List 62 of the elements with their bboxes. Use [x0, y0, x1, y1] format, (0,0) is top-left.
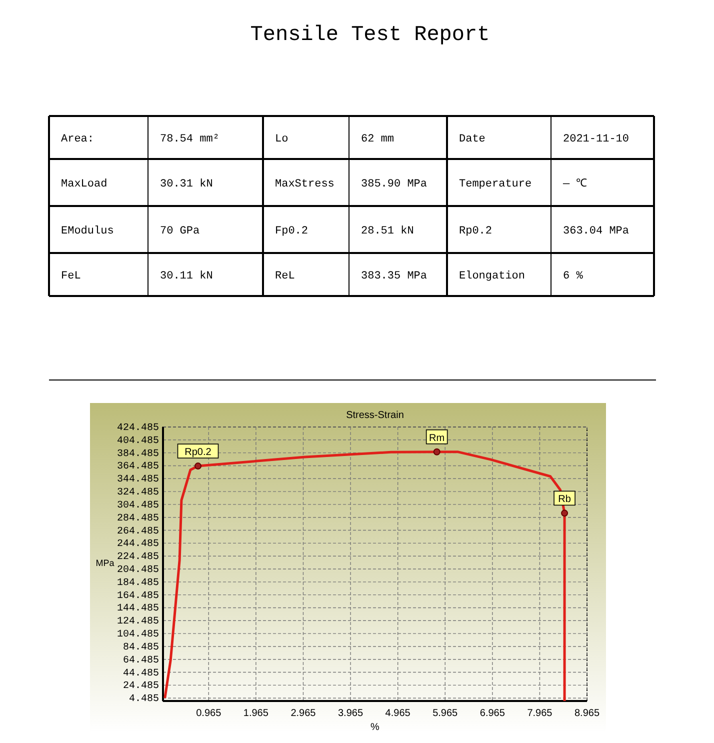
x-tick-label: 6.965 [480, 708, 506, 719]
y-tick-label: 264.485 [116, 526, 159, 538]
x-tick-label: 5.965 [432, 708, 458, 719]
text: Date [459, 134, 486, 146]
x-tick-label: 1.965 [243, 708, 269, 719]
y-tick-label: 44.485 [122, 668, 159, 680]
y-tick-label: 104.485 [116, 630, 159, 641]
y-tick-label: 384.485 [116, 448, 159, 460]
annotation: Rb [558, 494, 572, 506]
y-tick-label: 424.485 [116, 423, 159, 434]
text: EModulus [61, 226, 114, 238]
y-tick-label: 184.485 [116, 578, 159, 589]
text: Area: [61, 134, 94, 146]
x-tick-label: 4.965 [385, 708, 411, 719]
y-tick-label: 244.485 [116, 539, 159, 550]
y-axis-title: MPa [96, 558, 114, 568]
x-axis-title: % [370, 722, 380, 733]
text: 28.51 kN [361, 226, 414, 238]
y-tick-label: 124.485 [116, 616, 159, 628]
annotation: Rp0.2 [184, 447, 212, 458]
y-tick-label: 404.485 [116, 436, 159, 447]
y-tick-label: 364.485 [116, 462, 159, 473]
text: Temperature [459, 178, 532, 190]
y-tick-label: 64.485 [122, 655, 159, 666]
text: Tensile Test Report [250, 24, 490, 47]
y-tick-label: 304.485 [116, 500, 159, 512]
y-tick-label: 4.485 [128, 694, 159, 706]
text: 62 mm [361, 134, 394, 146]
text: ReL [275, 270, 295, 282]
x-tick-label: 0.965 [196, 708, 222, 719]
text: 30.11 kN [160, 270, 213, 282]
y-tick-label: 24.485 [122, 681, 159, 692]
x-tick-label: 3.965 [338, 708, 364, 719]
annotation: Rm [429, 432, 445, 444]
text: 363.04 MPa [563, 226, 630, 238]
y-tick-label: 284.485 [116, 513, 159, 524]
text: — ℃ [562, 178, 588, 190]
text: 78.54 mm² [160, 134, 220, 146]
text: MaxLoad [61, 178, 108, 190]
text: MaxStress [275, 178, 334, 190]
y-tick-label: 204.485 [116, 565, 159, 576]
y-tick-label: 344.485 [116, 474, 159, 486]
y-tick-label: 144.485 [116, 604, 159, 615]
x-tick-label: 7.965 [527, 708, 553, 719]
text: 2021-11-10 [563, 134, 630, 146]
chart-title: Stress-Strain [346, 410, 404, 421]
y-tick-label: 164.485 [116, 590, 159, 602]
text: 383.35 MPa [361, 270, 428, 282]
text: FeL [61, 270, 81, 282]
text: Lo [275, 134, 288, 146]
x-tick-label: 8.965 [574, 708, 600, 719]
text: 30.31 kN [160, 178, 213, 190]
text: 70 GPa [160, 226, 200, 238]
y-tick-label: 324.485 [116, 488, 159, 499]
y-tick-label: 84.485 [122, 642, 159, 654]
x-tick-label: 2.965 [290, 708, 316, 719]
y-tick-label: 224.485 [116, 552, 159, 564]
text: 6 % [563, 270, 584, 282]
text: Fp0.2 [275, 226, 308, 238]
text: Elongation [459, 270, 526, 282]
text: Rp0.2 [459, 226, 492, 238]
text: 385.90 MPa [361, 178, 428, 190]
